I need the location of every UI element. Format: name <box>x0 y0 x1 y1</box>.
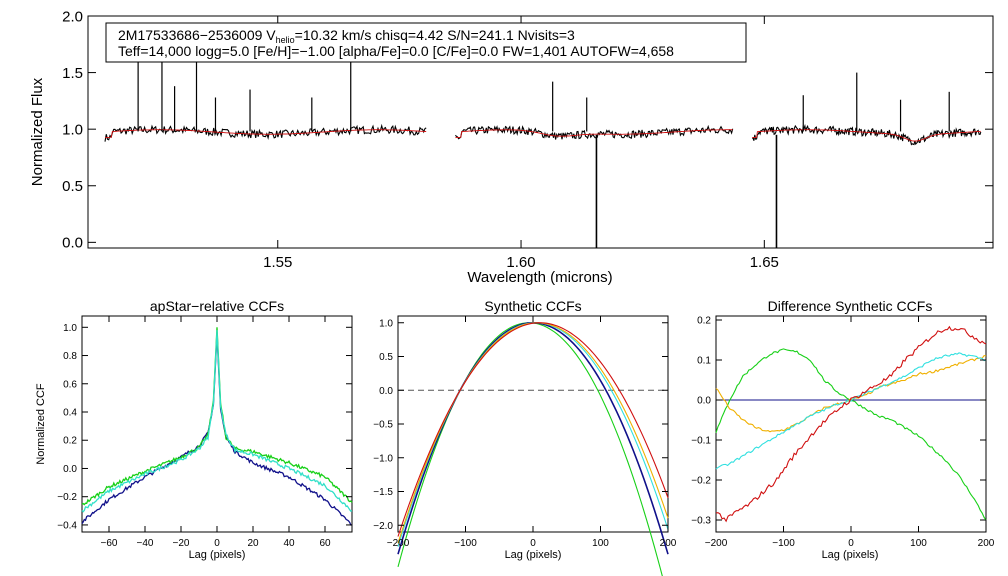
y-tick-label: 1.5 <box>62 65 83 82</box>
spectrum-model-line <box>104 129 427 139</box>
ccf-apstar-line-visit-3 <box>81 330 353 513</box>
ccf-synthetic-line-red <box>397 322 669 537</box>
spectrum-info-line-2: Teff=14,000 logg=5.0 [Fe/H]=−1.00 [alpha… <box>118 43 674 59</box>
x-tick-label: 0 <box>530 538 536 549</box>
x-tick-label: 100 <box>910 538 927 549</box>
x-tick-label: 1.60 <box>506 254 535 271</box>
y-tick-label: −0.4 <box>57 520 77 531</box>
y-tick-label: 1.0 <box>379 318 393 329</box>
y-tick-label: −0.5 <box>373 420 393 431</box>
x-tick-label: 0 <box>848 538 854 549</box>
y-tick-label: 0.4 <box>63 408 77 419</box>
x-tick-label: 100 <box>592 538 609 549</box>
ccf-synthetic-x-label: Lag (pixels) <box>505 549 562 561</box>
spectrum-model-line <box>752 129 981 142</box>
y-tick-label: 1.0 <box>63 323 77 334</box>
ccf-difference-plot: Difference Synthetic CCFs −200 −100 0 100 20… <box>691 298 995 561</box>
y-tick-label: −1.0 <box>373 453 393 464</box>
x-tick-label: 60 <box>319 538 331 549</box>
y-tick-label: 0.0 <box>62 235 83 252</box>
ccf-apstar-data <box>81 327 353 526</box>
y-tick-label: −0.2 <box>691 476 711 487</box>
x-tick-label: −200 <box>705 538 728 549</box>
y-tick-label: 0.1 <box>697 356 711 367</box>
ccf-apstar-y-label: Normalized CCF <box>35 383 47 465</box>
ccf-synthetic-data <box>397 322 669 576</box>
y-tick-label: 0.0 <box>379 386 393 397</box>
ccf-difference-x-label: Lag (pixels) <box>822 549 879 561</box>
ccf-synthetic-axes-frame <box>397 315 669 533</box>
x-tick-label: 40 <box>283 538 295 549</box>
y-tick-label: 2.0 <box>62 8 83 25</box>
ccf-apstar-line-visit-2 <box>81 327 353 506</box>
x-tick-label: 200 <box>660 538 677 549</box>
x-tick-label: 1.65 <box>750 254 779 271</box>
x-tick-label: 200 <box>978 538 995 549</box>
ccf-apstar-ticks: −60 −40 −20 0 20 40 60 −0.4 −0.2 0.0 0.2 0.4 0.6 0.8 1… <box>57 316 352 549</box>
x-tick-label: −100 <box>772 538 795 549</box>
y-tick-label: 0.5 <box>62 178 83 195</box>
ccf-synthetic-plot: Synthetic CCFs −200 −100 0 100 200 −2.0 −1.5 −1… <box>373 298 677 576</box>
y-tick-label: 0.8 <box>63 351 77 362</box>
ccf-synthetic-title: Synthetic CCFs <box>484 298 581 314</box>
info-line-1-suffix: =10.32 km/s chisq=4.42 S/N=241.1 Nvisits… <box>295 27 575 43</box>
spectrum-observed-line <box>455 124 734 140</box>
spectrum-ticks: 1.55 1.60 1.65 0.0 0.5 1.0 1.5 2.0 <box>62 8 993 271</box>
x-tick-label: −200 <box>387 538 410 549</box>
ccf-apstar-plot: apStar−relative CCFs −60 −40 −20 0 20 40 60 −0.… <box>35 298 353 561</box>
spectrum-model-line <box>455 129 733 139</box>
x-tick-label: 20 <box>247 538 259 549</box>
spectrum-x-label: Wavelength (microns) <box>467 269 612 286</box>
x-tick-label: −60 <box>101 538 118 549</box>
x-tick-label: −20 <box>173 538 190 549</box>
y-tick-label: 0.2 <box>63 436 77 447</box>
ccf-difference-title: Difference Synthetic CCFs <box>768 298 933 314</box>
y-tick-label: 1.0 <box>62 121 83 138</box>
x-tick-label: 1.55 <box>263 254 292 271</box>
ccf-apstar-title: apStar−relative CCFs <box>150 298 284 314</box>
ccf-difference-axes-frame <box>715 315 987 533</box>
y-tick-label: 0.5 <box>379 352 393 363</box>
info-line-1-subscript: helio <box>276 35 295 45</box>
y-tick-label: −1.5 <box>373 487 393 498</box>
x-tick-label: 0 <box>214 538 220 549</box>
spectrum-observed-line <box>104 123 427 142</box>
y-tick-label: 0.0 <box>697 396 711 407</box>
y-tick-label: −2.0 <box>373 521 393 532</box>
spectrum-info-box <box>105 22 747 63</box>
ccf-apstar-line-visit-1 <box>81 334 353 526</box>
spectrum-data <box>104 52 982 248</box>
spectrum-plot: 1.55 1.60 1.65 0.0 0.5 1.0 1.5 2.0 2M17533686−2… <box>29 8 994 286</box>
ccf-difference-ticks: −200 −100 0 100 200 −0.3 −0.2 −0.1 0.0 0.1 0.2 <box>691 316 995 550</box>
y-tick-label: −0.1 <box>691 436 711 447</box>
ccf-difference-line-orange <box>715 354 987 433</box>
ccf-synthetic-ticks: −200 −100 0 100 200 −2.0 −1.5 −1.0 −0.5 0.0 0.5 1.0 <box>373 316 677 549</box>
y-tick-label: −0.2 <box>57 492 77 503</box>
ccf-difference-line-green <box>715 348 987 521</box>
ccf-difference-line-cyan <box>715 352 987 470</box>
y-tick-label: 0.2 <box>697 316 711 327</box>
ccf-apstar-x-label: Lag (pixels) <box>189 549 246 561</box>
spectrum-observed-line <box>751 123 982 146</box>
info-line-1-prefix: 2M17533686−2536009 V <box>118 27 276 43</box>
x-tick-label: −40 <box>137 538 154 549</box>
spectrum-y-label: Normalized Flux <box>29 77 46 186</box>
spectrum-axes-frame <box>87 15 994 249</box>
y-tick-label: −0.3 <box>691 516 711 527</box>
ccf-difference-data <box>715 325 987 523</box>
y-tick-label: 0.6 <box>63 379 77 390</box>
ccf-apstar-axes-frame <box>81 315 353 533</box>
y-tick-label: 0.0 <box>63 464 77 475</box>
x-tick-label: −100 <box>454 538 477 549</box>
ccf-difference-line-red <box>715 325 987 523</box>
spectrum-info-line-1: 2M17533686−2536009 Vhelio=10.32 km/s chi… <box>118 27 575 45</box>
